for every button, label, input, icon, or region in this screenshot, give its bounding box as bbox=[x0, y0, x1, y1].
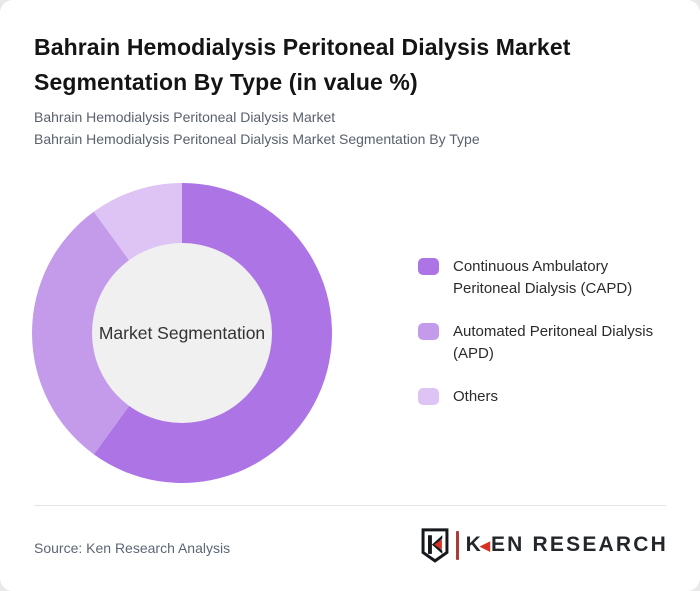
chart-legend: Continuous Ambulatory Peritoneal Dialysi… bbox=[418, 256, 671, 408]
page-title-line2: Segmentation By Type (in value %) bbox=[34, 69, 418, 95]
ken-research-logo: K ◀ EN RESEARCH bbox=[421, 527, 668, 563]
legend-label-capd: Continuous Ambulatory Peritoneal Dialysi… bbox=[453, 258, 633, 297]
legend-item-apd: Automated Peritoneal Dialysis (APD) bbox=[418, 321, 671, 365]
logo-wordmark-k: K bbox=[465, 533, 483, 556]
logo-wordmark: K ◀ EN RESEARCH bbox=[466, 533, 668, 557]
legend-label-apd: Automated Peritoneal Dialysis (APD) bbox=[453, 323, 654, 362]
donut-svg bbox=[32, 183, 332, 483]
source-note: Source: Ken Research Analysis bbox=[34, 540, 231, 556]
logo-red-triangle-icon: ◀ bbox=[479, 537, 490, 553]
ken-research-shield-icon bbox=[421, 527, 449, 563]
footer-divider bbox=[34, 505, 666, 506]
legend-item-capd: Continuous Ambulatory Peritoneal Dialysi… bbox=[418, 256, 671, 300]
legend-swatch-others-icon bbox=[418, 388, 439, 405]
page-title-line1: Bahrain Hemodialysis Peritoneal Dialysis… bbox=[34, 34, 571, 60]
logo-wordmark-rest: EN RESEARCH bbox=[490, 533, 668, 556]
legend-label-others: Others bbox=[453, 388, 499, 405]
legend-swatch-apd-icon bbox=[418, 323, 439, 340]
logo-divider bbox=[456, 530, 459, 560]
legend-item-others: Others bbox=[418, 386, 671, 408]
donut-hole bbox=[92, 243, 272, 423]
chart-subtitle-line1: Bahrain Hemodialysis Peritoneal Dialysis… bbox=[34, 109, 336, 125]
donut-chart bbox=[32, 183, 332, 483]
chart-subtitle-line2: Bahrain Hemodialysis Peritoneal Dialysis… bbox=[34, 131, 480, 147]
page-title: Bahrain Hemodialysis Peritoneal Dialysis… bbox=[34, 30, 664, 100]
legend-swatch-capd-icon bbox=[418, 258, 439, 275]
chart-subtitle: Bahrain Hemodialysis Peritoneal Dialysis… bbox=[34, 106, 674, 150]
